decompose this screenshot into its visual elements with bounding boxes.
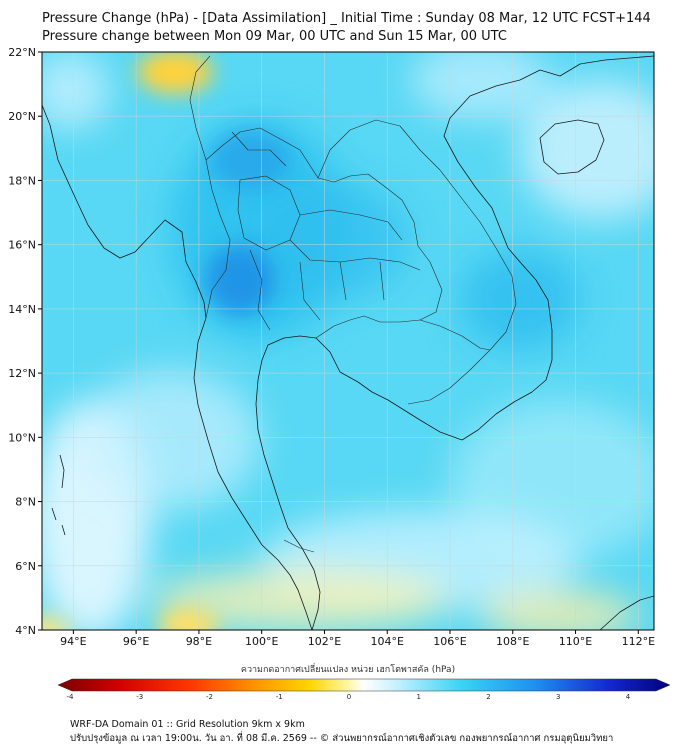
colorbar-tick-label: 4 <box>626 693 631 701</box>
lat-label: 12°N <box>8 367 36 380</box>
footer-line-1: WRF-DA Domain 01 :: Grid Resolution 9km … <box>70 719 305 730</box>
lon-label: 102°E <box>308 635 341 648</box>
colorbar-tick-label: 0 <box>347 693 351 701</box>
pressure-change-map: 22°N 20°N 18°N 16°N 14°N 12°N 10°N 8°N 6°N 4°N 94… <box>8 46 671 701</box>
colorbar-tick-label: -2 <box>206 693 213 701</box>
colorbar-tick-label: -1 <box>276 693 283 701</box>
footer: WRF-DA Domain 01 :: Grid Resolution 9km … <box>70 718 613 746</box>
title-line-2: Pressure change between Mon 09 Mar, 00 U… <box>42 29 507 44</box>
colorbar-tick-label: 3 <box>556 693 560 701</box>
lat-label: 18°N <box>8 174 36 187</box>
lon-label: 106°E <box>433 635 466 648</box>
colorbar-tick-label: 2 <box>486 693 490 701</box>
graticule <box>42 52 654 630</box>
chart-title: Pressure Change (hPa) - [Data Assimilati… <box>42 10 651 46</box>
lat-label: 10°N <box>8 431 36 444</box>
lat-label: 4°N <box>15 624 36 637</box>
lon-label: 108°E <box>496 635 529 648</box>
footer-line-2: ปรับปรุงข้อมูล ณ เวลา 19:00น. วัน อา. ที… <box>70 733 614 744</box>
colorbar-tick-label: -3 <box>136 693 143 701</box>
longitude-labels: 94°E 96°E 98°E 100°E 102°E 104°E 106°E 108°E 110… <box>60 630 655 648</box>
colorbar-ticks: -4 -3 -2 -1 0 1 2 3 4 <box>67 693 631 701</box>
colorbar-label: ความกดอากาศเปลี่ยนแปลง หน่วย เฮกโตพาสคัล… <box>241 662 455 675</box>
lon-label: 110°E <box>559 635 592 648</box>
lat-label: 22°N <box>8 46 36 59</box>
colorbar <box>57 678 671 692</box>
lon-label: 104°E <box>371 635 404 648</box>
colorbar-tick-label: -4 <box>67 693 75 701</box>
pressure-field <box>42 52 654 630</box>
map-frame <box>41 51 655 631</box>
lat-label: 14°N <box>8 303 36 316</box>
lon-label: 96°E <box>123 635 149 648</box>
colorbar-tick-label: 1 <box>417 693 421 701</box>
lat-label: 8°N <box>15 496 36 509</box>
latitude-labels: 22°N 20°N 18°N 16°N 14°N 12°N 10°N 8°N 6°N 4°N <box>8 46 42 637</box>
lat-label: 6°N <box>15 560 36 573</box>
lat-label: 16°N <box>8 239 36 252</box>
coastlines <box>42 55 654 630</box>
lat-label: 20°N <box>8 110 36 123</box>
lon-label: 112°E <box>622 635 655 648</box>
lon-label: 100°E <box>245 635 278 648</box>
borders <box>189 55 517 553</box>
title-line-1: Pressure Change (hPa) - [Data Assimilati… <box>42 11 651 26</box>
lon-label: 98°E <box>186 635 212 648</box>
lon-label: 94°E <box>60 635 86 648</box>
